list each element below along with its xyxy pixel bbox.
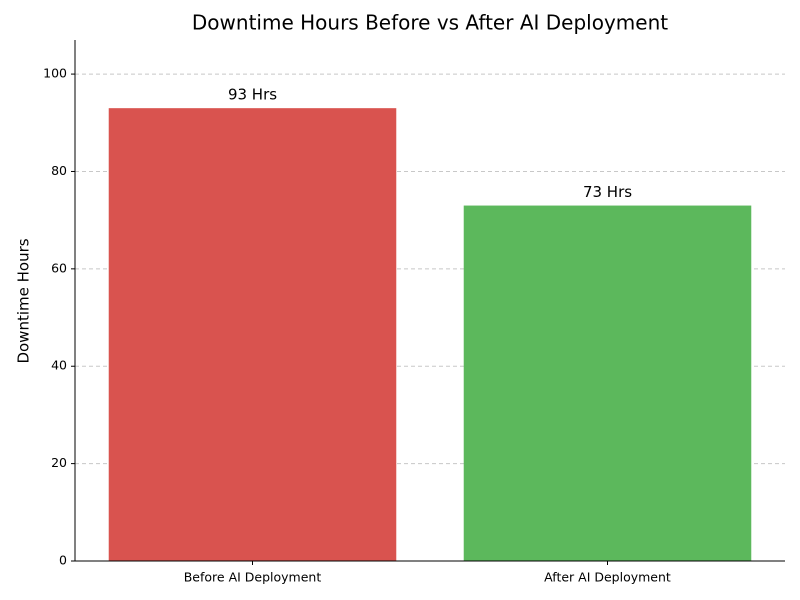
y-axis-label: Downtime Hours (15, 238, 33, 363)
value-label: 73 Hrs (583, 183, 632, 201)
x-tick-label: After AI Deployment (544, 570, 671, 585)
y-tick-label: 0 (59, 553, 67, 568)
value-label: 93 Hrs (228, 86, 277, 104)
y-tick-label: 40 (51, 358, 67, 373)
bar (463, 205, 752, 562)
y-tick-label: 20 (51, 455, 67, 470)
bar (108, 108, 397, 562)
y-tick-label: 80 (51, 163, 67, 178)
chart-title: Downtime Hours Before vs After AI Deploy… (192, 11, 668, 35)
y-tick-label: 100 (43, 66, 67, 81)
x-tick-label: Before AI Deployment (184, 570, 322, 585)
y-tick-label: 60 (51, 260, 67, 275)
